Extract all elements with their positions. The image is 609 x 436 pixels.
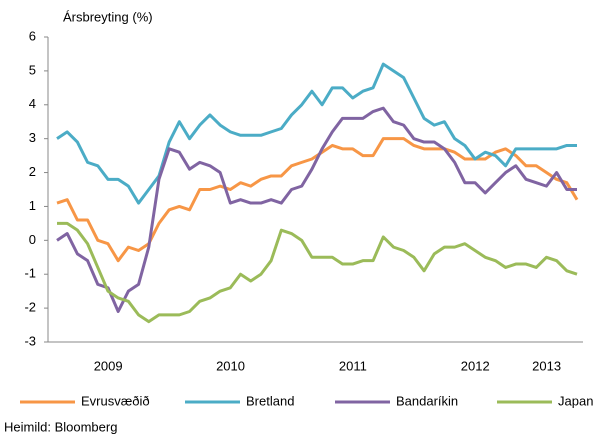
y-axis-title: Ársbreyting (%): [63, 9, 153, 24]
legend-label: Japan: [558, 393, 593, 408]
x-tick-label: 2013: [532, 358, 561, 373]
y-tick-label: 6: [29, 28, 36, 43]
series-line: [57, 221, 578, 324]
y-tick-label: -3: [24, 333, 36, 348]
x-tick-label: 2010: [216, 358, 245, 373]
y-tick-label: 5: [29, 62, 36, 77]
legend-label: Bretland: [246, 393, 294, 408]
legend-label: Evrusvæðið: [81, 393, 150, 408]
legend-label: Bandaríkin: [396, 393, 458, 408]
x-tick-label: 2009: [94, 358, 123, 373]
y-tick-label: 2: [29, 164, 36, 179]
series-line: [56, 137, 579, 263]
series-line: [56, 106, 577, 313]
source-note: Heimild: Bloomberg: [4, 419, 117, 434]
y-tick-label: 1: [29, 198, 36, 213]
y-tick-label: -2: [24, 300, 36, 315]
y-tick-label: 0: [29, 232, 36, 247]
y-tick-label: -1: [24, 266, 36, 281]
x-tick-label: 2011: [339, 358, 367, 373]
y-tick-label: 3: [29, 130, 36, 145]
x-tick-label: 2012: [461, 358, 490, 373]
y-tick-label: 4: [29, 96, 36, 111]
series-line: [56, 62, 577, 205]
